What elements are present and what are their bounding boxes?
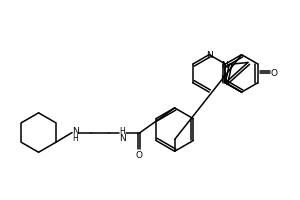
Text: N: N [206, 51, 212, 60]
Text: H: H [119, 127, 125, 136]
Text: O: O [136, 151, 143, 160]
Text: N: N [72, 127, 78, 136]
Text: H: H [72, 134, 78, 143]
Text: N: N [221, 61, 228, 70]
Text: O: O [270, 69, 277, 78]
Text: N: N [119, 134, 126, 143]
Text: N: N [220, 75, 227, 84]
